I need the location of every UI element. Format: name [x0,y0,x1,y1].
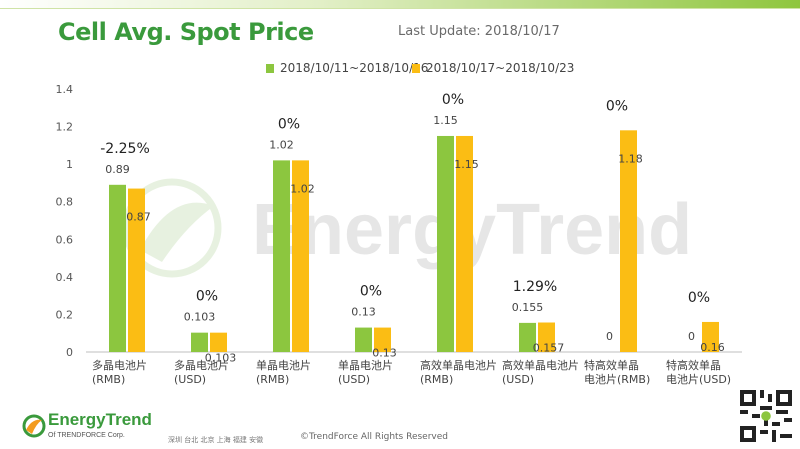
x-category-label: (RMB) [420,373,453,386]
data-label-series-2: 1.02 [290,182,315,195]
y-tick-label: 1.4 [56,83,74,96]
x-category-label: (USD) [338,373,370,386]
bar-series-1[interactable] [191,332,208,352]
data-label-series-1: 0.89 [105,163,130,176]
change-label: -2.25% [100,141,150,157]
bar-series-1[interactable] [437,135,454,352]
x-category-label: 单晶电池片 [256,359,311,372]
legend-item-series-1[interactable]: 2018/10/11~2018/10/16 [266,61,428,75]
legend-label-series-1: 2018/10/11~2018/10/16 [280,61,429,75]
logo-name: EnergyTrend [48,410,152,429]
copyright-text: ©TrendForce All Rights Reserved [300,432,448,442]
y-tick-label: 0.8 [56,196,74,209]
x-category-label: 特高效单晶 [666,358,721,372]
legend-swatch-series-2 [412,63,420,73]
x-category-label: (USD) [174,373,206,386]
legend-swatch-series-1 [266,63,274,73]
x-category-label: (RMB) [256,373,289,386]
chart-labels: 0.890.87-2.25%多晶电池片(RMB)0.1030.1030%多晶电池… [92,92,731,386]
qr-code-icon [740,390,792,442]
y-tick-label: 0 [66,346,73,359]
y-tick-label: 0.2 [56,308,74,321]
data-label-series-1: 1.15 [433,114,458,127]
logo-subtitle: Of TRENDFORCE Corp. [48,432,125,439]
bar-series-2[interactable] [538,322,555,352]
bar-series-1[interactable] [355,327,372,352]
bar-series-2[interactable] [210,332,227,352]
bar-series-2[interactable] [374,327,391,352]
change-label: 0% [442,92,464,108]
energytrend-logo[interactable]: EnergyTrend Of TRENDFORCE Corp. [22,410,172,446]
bar-series-2[interactable] [620,130,637,352]
x-category-label: 多晶电池片 [92,358,147,372]
change-label: 0% [688,290,710,306]
legend-label-series-2: 2018/10/17~2018/10/23 [426,61,575,75]
x-category-label: 电池片(RMB) [584,373,650,386]
bar-series-1[interactable] [273,160,290,352]
y-tick-label: 0.6 [56,233,74,246]
bar-series-1[interactable] [519,322,536,352]
change-label: 0% [278,116,300,132]
change-label: 1.29% [513,279,557,295]
x-category-label: 特高效单晶 [584,358,639,372]
top-accent-line [0,8,800,9]
data-label-series-2: 0.103 [205,352,237,365]
data-label-series-2: 0.16 [700,341,725,354]
energytrend-watermark: EnergyTrend [122,178,692,278]
data-label-series-1: 0 [606,330,613,343]
change-label: 0% [196,289,218,305]
y-tick-label: 1 [66,158,73,171]
x-category-label: (RMB) [92,373,125,386]
data-label-series-2: 1.15 [454,158,479,171]
data-label-series-1: 0.155 [512,301,544,314]
bar-series-1[interactable] [109,184,126,352]
y-tick-label: 1.2 [56,121,74,134]
data-label-series-2: 1.18 [618,152,643,165]
energytrend-logo-icon [22,414,46,438]
y-tick-label: 0.4 [56,271,74,284]
x-category-label: 高效单晶电池片 [502,358,579,372]
data-label-series-2: 0.157 [533,342,565,355]
bar-series-2[interactable] [456,135,473,352]
bar-series-2[interactable] [702,321,719,352]
change-label: 0% [360,284,382,300]
data-label-series-2: 0.13 [372,347,397,360]
chart-legend: 2018/10/11~2018/10/16 2018/10/17~2018/10… [0,61,800,77]
x-category-label: 多晶电池片 [174,358,229,372]
last-update-text: Last Update: 2018/10/17 [398,24,560,39]
chart-bars [109,130,719,352]
legend-item-series-2[interactable]: 2018/10/17~2018/10/23 [412,61,574,75]
data-label-series-1: 1.02 [269,138,294,151]
office-cities: 深圳 台北 北京 上海 福建 安徽 [168,436,264,444]
page-title: Cell Avg. Spot Price [58,18,314,46]
data-label-series-1: 0.13 [351,306,376,319]
data-label-series-1: 0.103 [184,311,216,324]
x-category-label: 电池片(USD) [666,373,731,386]
x-category-label: (USD) [502,373,534,386]
x-category-label: 高效单晶电池片 [420,358,497,372]
change-label: 0% [606,98,628,114]
x-category-label: 单晶电池片 [338,359,393,372]
bar-series-2[interactable] [292,160,309,352]
top-accent-bar [0,0,800,8]
data-label-series-2: 0.87 [126,211,151,224]
data-label-series-1: 0 [688,330,695,343]
bar-series-2[interactable] [128,188,145,352]
